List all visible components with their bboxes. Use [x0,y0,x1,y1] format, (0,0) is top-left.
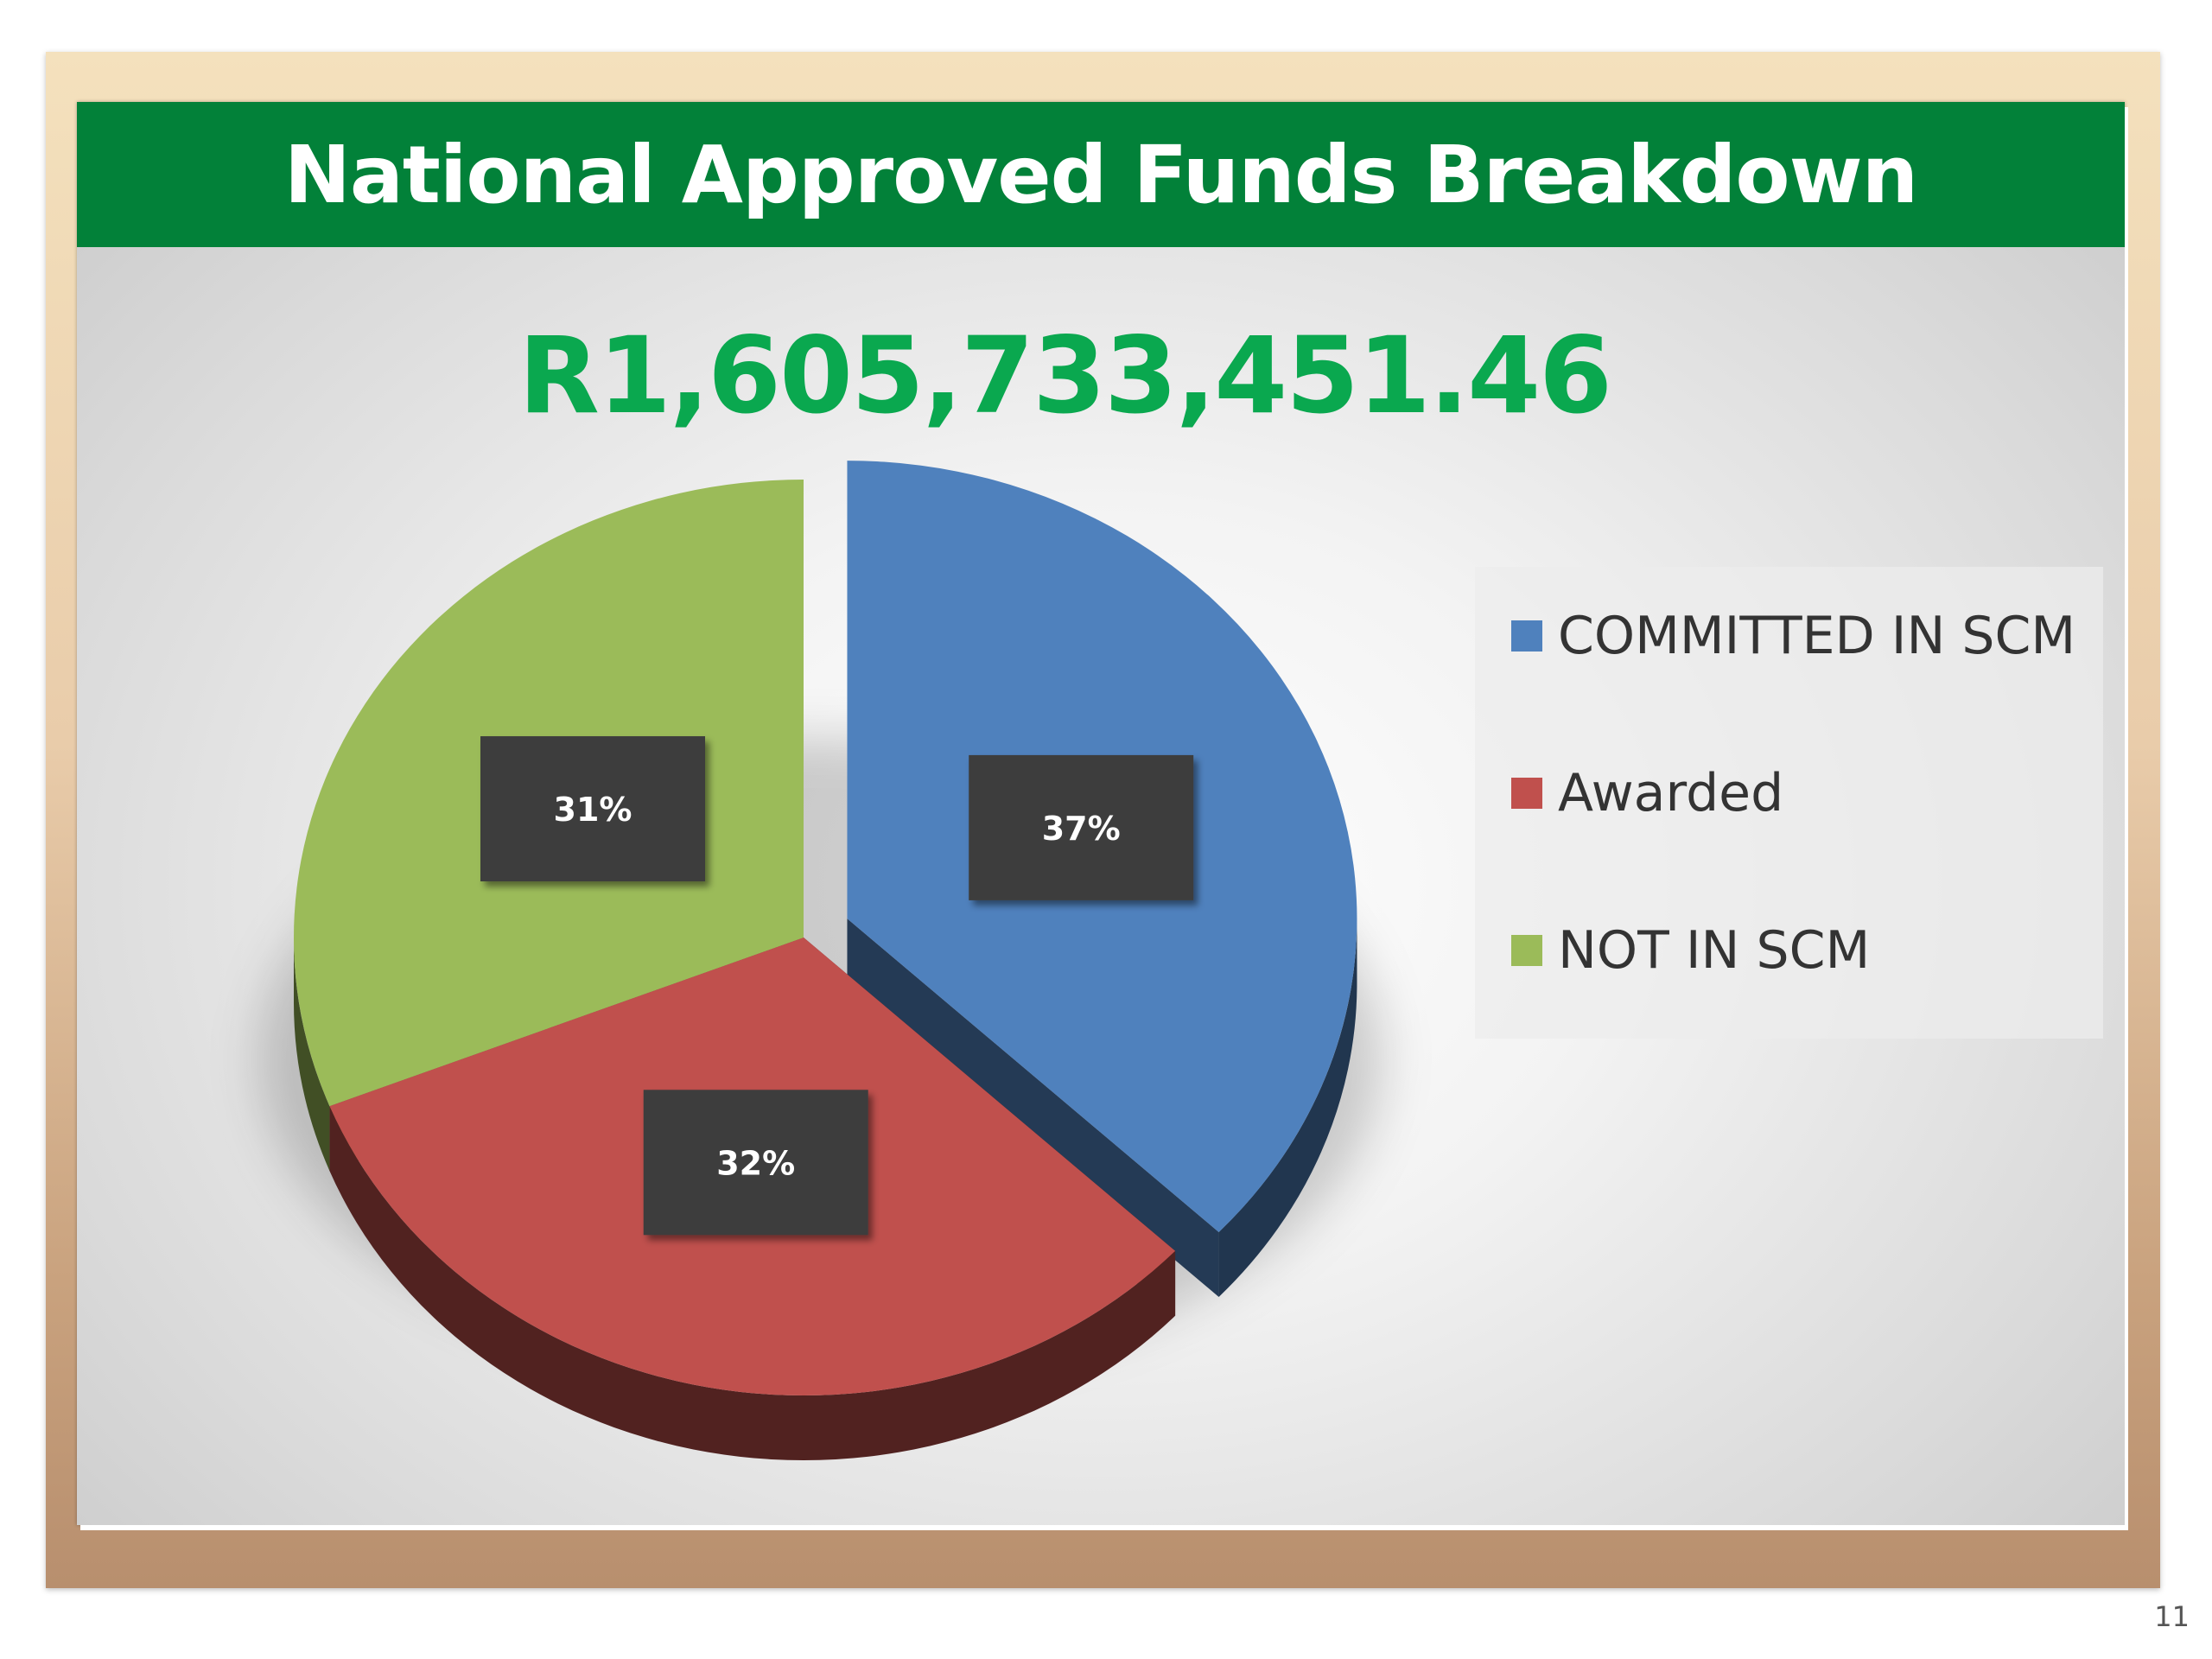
legend-label: NOT IN SCM [1558,920,1871,981]
data-label-text: 31% [554,791,632,829]
legend-swatch [1511,778,1542,809]
total-amount: R1,605,733,451.46 [518,315,1612,437]
legend-swatch [1511,935,1542,966]
pie-slice-wall [1218,918,1357,1297]
chart-legend: COMMITTED IN SCM Awarded NOT IN SCM [1475,567,2103,1039]
data-label: 31% [480,736,706,882]
pie-slice-wall [294,938,330,1172]
legend-label: COMMITTED IN SCM [1558,606,2076,666]
data-label-text: 37% [1042,810,1121,848]
slide-title: National Approved Funds Breakdown [283,128,1918,221]
legend-swatch [1511,620,1542,652]
data-label-box [969,754,1194,900]
title-bar: National Approved Funds Breakdown [77,102,2125,247]
pie-slice-wall [329,1106,1176,1460]
legend-item-not-in-scm: NOT IN SCM [1511,916,1870,985]
page-number: 11 [2154,1600,2190,1633]
data-label-box [480,736,706,882]
legend-label: Awarded [1558,763,1784,823]
data-label-box [643,1090,868,1236]
data-label: 37% [969,754,1194,900]
data-label-text: 32% [716,1144,795,1182]
pie-slice-side [847,918,1219,1297]
legend-item-awarded: Awarded [1511,759,1783,828]
legend-item-committed-in-scm: COMMITTED IN SCM [1511,601,2075,671]
data-label: 32% [643,1090,868,1236]
